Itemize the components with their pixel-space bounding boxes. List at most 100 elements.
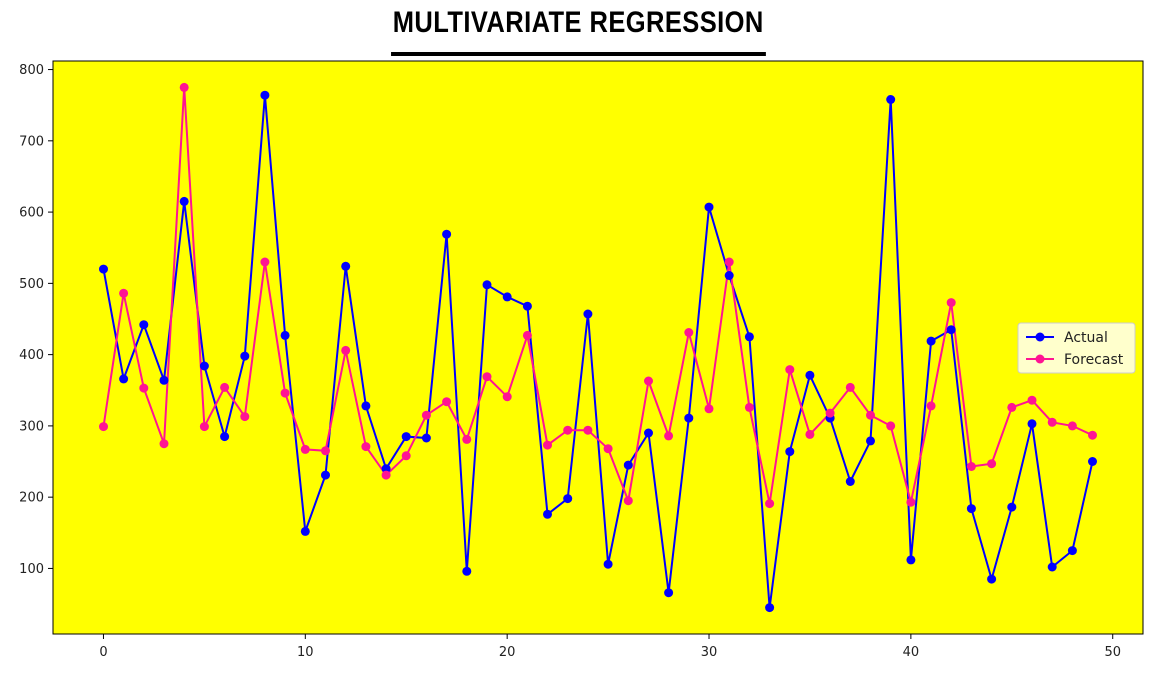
data-point-actual [906, 555, 916, 565]
series-line-forecast [102, 87, 1093, 505]
data-point-actual [321, 470, 330, 480]
data-point-forecast [522, 330, 532, 340]
data-point-forecast [543, 440, 552, 450]
data-point-forecast [119, 288, 129, 298]
data-point-actual [966, 504, 976, 514]
data-point-forecast [664, 431, 674, 441]
data-point-actual [1027, 419, 1037, 429]
data-point-actual [987, 574, 997, 584]
data-point-forecast [724, 257, 734, 267]
data-point-forecast [805, 429, 815, 439]
data-point-actual [704, 202, 714, 212]
legend-marker-actual [1035, 332, 1045, 342]
x-tick-label: 20 [499, 645, 516, 660]
data-point-forecast [1027, 395, 1037, 405]
data-point-forecast [502, 392, 512, 402]
data-point-forecast [321, 446, 330, 456]
data-point-forecast [159, 439, 169, 449]
data-point-actual [179, 196, 189, 206]
plot-background [53, 61, 1143, 634]
x-tick-label: 10 [297, 645, 314, 660]
data-point-forecast [603, 444, 613, 454]
data-point-forecast [946, 298, 956, 308]
plot-frame [52, 60, 1144, 635]
y-tick-label: 400 [19, 348, 44, 363]
data-point-forecast [623, 496, 633, 506]
data-point-actual [159, 375, 169, 385]
data-point-actual [644, 428, 653, 438]
data-point-actual [744, 332, 754, 342]
data-point-actual [341, 261, 351, 271]
data-point-forecast [1067, 421, 1077, 431]
data-point-actual [381, 464, 391, 474]
data-point-forecast [906, 497, 916, 507]
data-point-actual [603, 559, 613, 569]
data-point-actual [220, 432, 230, 442]
x-axis: 0 10 20 30 40 50 [99, 634, 1121, 660]
data-point-actual [300, 526, 310, 536]
data-point-actual [684, 413, 694, 423]
legend-label-actual: Actual [1064, 330, 1108, 346]
data-point-forecast [260, 257, 270, 267]
data-point-actual [199, 361, 209, 371]
data-point-forecast [179, 82, 189, 92]
data-point-forecast [421, 410, 431, 420]
data-point-actual [664, 588, 674, 598]
data-point-forecast [1007, 402, 1017, 412]
data-point-forecast [785, 365, 795, 375]
data-point-actual [724, 271, 734, 280]
y-tick-label: 500 [19, 277, 44, 292]
data-point-forecast [644, 376, 653, 386]
data-point-forecast [765, 499, 775, 509]
data-point-forecast [401, 451, 411, 461]
y-tick-label: 600 [19, 206, 44, 221]
data-point-actual [502, 292, 512, 302]
data-point-actual [765, 603, 775, 613]
data-point-actual [361, 401, 371, 411]
data-point-actual [482, 280, 492, 290]
series-lines [102, 87, 1094, 608]
data-point-actual [805, 370, 815, 380]
data-point-actual [1007, 502, 1017, 512]
data-point-actual [886, 95, 896, 104]
data-point-forecast [361, 442, 371, 452]
data-point-actual [260, 90, 270, 100]
data-point-forecast [442, 397, 452, 407]
data-point-actual [926, 336, 936, 346]
data-point-forecast [139, 383, 149, 393]
data-point-forecast [966, 462, 976, 471]
data-point-forecast [99, 422, 108, 432]
data-point-actual [845, 477, 855, 486]
data-point-forecast [462, 434, 472, 444]
data-point-forecast [220, 382, 230, 392]
x-tick-label: 50 [1104, 645, 1121, 660]
data-point-forecast [987, 459, 997, 469]
data-point-forecast [199, 422, 209, 432]
data-point-actual [522, 301, 532, 311]
legend: Actual Forecast [1017, 322, 1136, 374]
series-markers [99, 82, 1097, 613]
data-point-actual [583, 309, 593, 319]
data-point-forecast [866, 410, 875, 420]
data-point-forecast [886, 421, 896, 431]
chart-title: MULTIVARIATE REGRESSION [390, 4, 766, 56]
legend-box [1017, 322, 1136, 374]
data-point-actual [866, 436, 875, 446]
legend-marker-forecast [1035, 354, 1045, 364]
y-tick-label: 700 [19, 134, 44, 149]
x-tick-label: 0 [99, 645, 107, 660]
data-point-actual [462, 566, 472, 576]
data-point-actual [1067, 546, 1077, 556]
data-point-actual [946, 325, 956, 335]
data-point-forecast [563, 425, 573, 435]
data-point-actual [623, 460, 633, 470]
y-tick-label: 800 [19, 63, 44, 78]
data-point-forecast [482, 372, 492, 382]
data-point-forecast [926, 401, 936, 411]
data-point-forecast [684, 328, 694, 337]
data-point-actual [139, 320, 149, 330]
data-point-forecast [825, 408, 835, 418]
data-point-forecast [583, 425, 593, 435]
data-point-forecast [1088, 430, 1097, 440]
